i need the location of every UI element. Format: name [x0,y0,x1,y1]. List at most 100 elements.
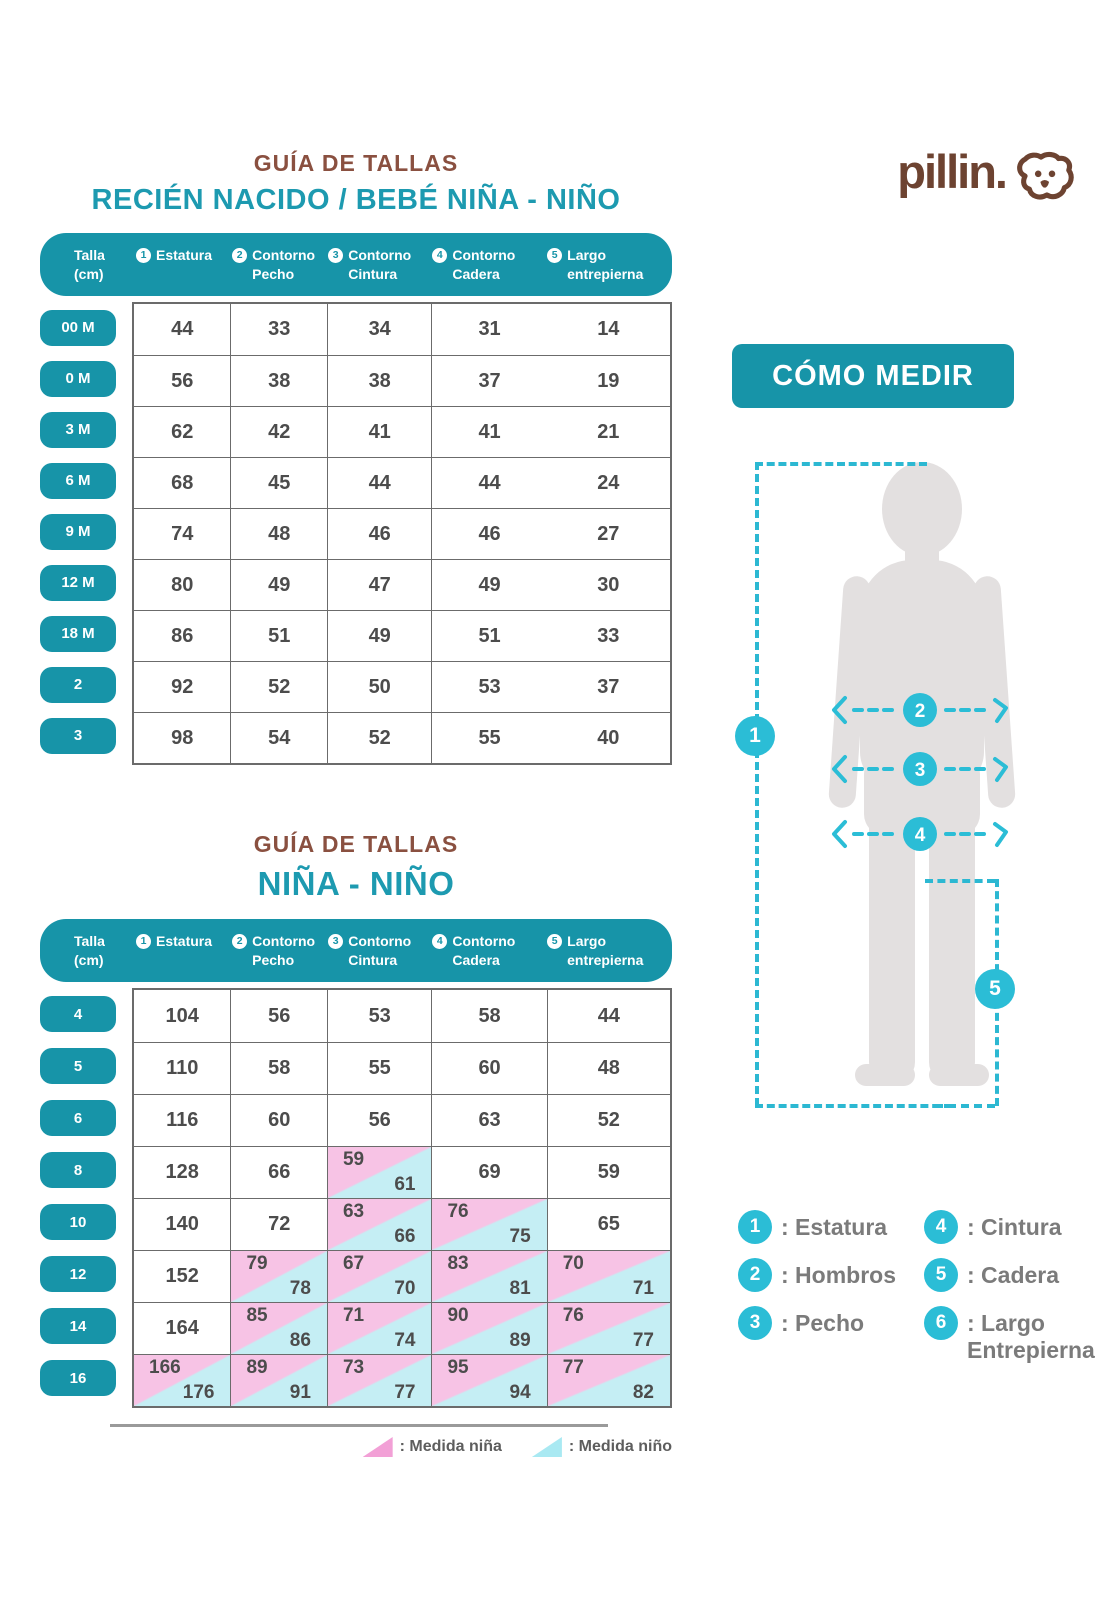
size-cell: 50 [326,662,432,712]
size-cell: 166 176 [134,1355,231,1406]
size-pill-6m: 6 M [40,462,116,499]
boy-value: 61 [394,1174,416,1195]
size-pill-12: 12 [40,1256,116,1292]
size-pill-row: 3 M [40,404,132,455]
size-cell: 68 [171,471,194,494]
number-5-circle-icon: 5 [547,933,563,949]
size-cell: 58 [431,990,546,1042]
table-row-talla-3m: 62 42 41 41 21 [134,406,670,457]
measure-legend-item-1: 1: Estatura [738,1210,896,1244]
size-cell: 51 [431,611,546,661]
kids-subtitle: GUÍA DE TALLAS [253,831,459,857]
talla-label-line1: Talla [74,247,105,264]
size-cell: 37 [597,675,620,698]
column-header-contorno-pecho: 2 Contorno Pecho [228,932,324,970]
column-header-text: Estatura [156,246,213,263]
measure-legend-item-4: 4: Cintura [924,1210,1095,1244]
size-cell: 42 [230,407,326,457]
measure-legend-label: : Estatura [781,1214,888,1240]
size-cell: 48 [546,1043,670,1094]
size-pill-2: 2 [40,666,116,703]
size-cell: 74 [171,522,194,545]
size-cell: 53 [431,662,546,712]
size-cell: 60 [230,1095,326,1146]
size-cell: 79 78 [230,1251,327,1302]
size-cell: 54 [230,713,326,763]
size-cell: 45 [230,458,326,508]
marker-5-cadera: 5 [975,969,1015,1009]
table-row-talla-8: 128 66 59 61 69 59 [134,1146,670,1198]
size-pill-row: 12 M [40,557,132,608]
size-cell: 37 [431,356,546,406]
size-pill-row: 0 M [40,353,132,404]
size-cell: 83 81 [431,1251,547,1302]
size-cell: 33 [230,304,326,355]
size-pill-row: 6 M [40,455,132,506]
size-cell: 56 [230,990,326,1042]
size-cell: 48 [230,509,326,559]
girl-value: 70 [562,1253,584,1274]
number-3-circle-icon: 3 [738,1306,772,1340]
boy-value: 89 [509,1330,531,1351]
size-cell: 72 [230,1199,326,1250]
size-cell: 90 89 [431,1303,547,1354]
measure-legend-label: : Hombros [781,1262,896,1288]
section-baby: GUÍA DE TALLAS RECIÉN NACIDO / BEBÉ NIÑA… [40,150,672,765]
legend-boy: : Medida niño [531,1437,672,1457]
legend-girl-label: : Medida niña [399,1438,502,1455]
boy-value: 86 [289,1330,311,1351]
table-row-talla-6m: 68 45 44 44 24 [134,457,670,508]
size-cell: 140 [165,1213,199,1235]
size-pill-row: 00 M [40,302,132,353]
size-cell: 128 [165,1161,199,1183]
table-row-talla-5: 110 58 55 60 48 [134,1042,670,1094]
como-medir-button[interactable]: CÓMO MEDIR [732,344,1014,408]
number-2-circle-icon: 2 [232,933,248,949]
size-pill-6: 6 [40,1100,116,1136]
legend-boy-label: : Medida niño [568,1438,672,1455]
boy-value: 78 [289,1278,311,1299]
size-cell: 53 [326,990,432,1042]
size-cell: 24 [597,471,620,494]
size-pill-0m: 0 M [40,360,116,397]
column-header-line2: Pecho [252,951,295,968]
column-header-line1: 1 Estatura [136,246,228,265]
number-2-circle-icon: 2 [232,247,248,263]
size-cell: 80 [171,573,194,596]
boy-value: 77 [394,1382,416,1403]
column-header-text: Largo [567,932,607,949]
inseam-dash-top [925,879,995,883]
girl-triangle-icon [362,1437,393,1457]
size-pill-4: 4 [40,996,116,1032]
girl-value: 63 [342,1201,365,1222]
size-cell: 44 [171,318,194,340]
column-header-estatura: 1 Estatura [132,246,228,284]
size-cell: 40 [597,726,620,749]
number-3-circle-icon: 3 [328,933,344,949]
girl-value: 89 [246,1357,268,1378]
size-pill-5: 5 [40,1048,116,1084]
column-header-text: Contorno [348,246,412,263]
svg-text:4: 4 [915,825,926,846]
size-cell: 51 [230,611,326,661]
talla-label-line2: (cm) [74,951,104,968]
column-header-text: Contorno [348,932,412,949]
silhouette-torso [860,560,984,788]
column-header-line1: 3 Contorno [328,932,428,951]
number-2-circle-icon: 2 [738,1258,772,1292]
number-1-circle-icon: 1 [136,933,151,949]
baby-title: RECIÉN NACIDO / BEBÉ NIÑA - NIÑO [91,184,621,216]
girl-value: 83 [447,1253,469,1274]
height-dash-left [755,462,759,1106]
size-pill-00m: 00 M [40,309,116,346]
size-cell: 70 71 [546,1251,670,1302]
measure-legend-item-5: 5: Cadera [924,1258,1095,1292]
number-4-circle-icon: 4 [432,247,448,263]
marker-3-pecho: 3 [830,751,1010,792]
size-cell: 60 [431,1043,546,1094]
boy-value: 81 [509,1278,531,1299]
size-pill-9m: 9 M [40,513,116,550]
silhouette-head [882,462,962,556]
